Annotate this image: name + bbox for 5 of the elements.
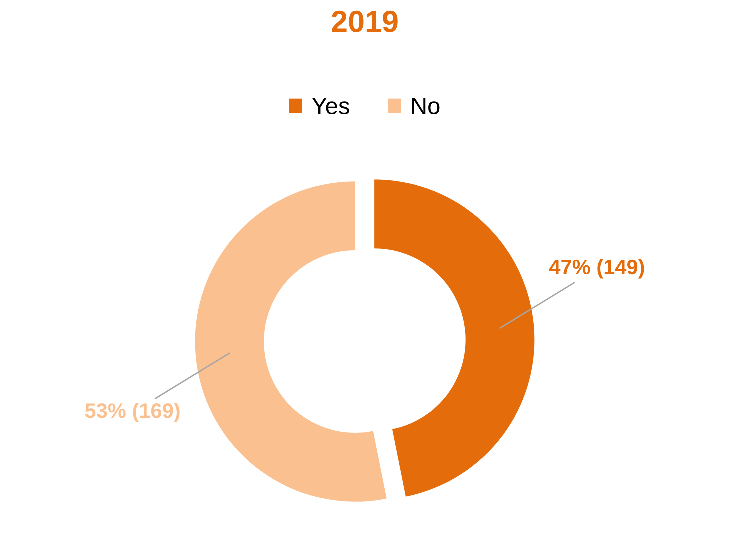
legend-label: Yes <box>312 98 350 115</box>
chart-title: 2019 <box>332 10 398 33</box>
data-label: 53% (169) <box>85 402 180 422</box>
legend-label: No <box>412 98 440 115</box>
data-label: 47% (149) <box>549 259 644 279</box>
